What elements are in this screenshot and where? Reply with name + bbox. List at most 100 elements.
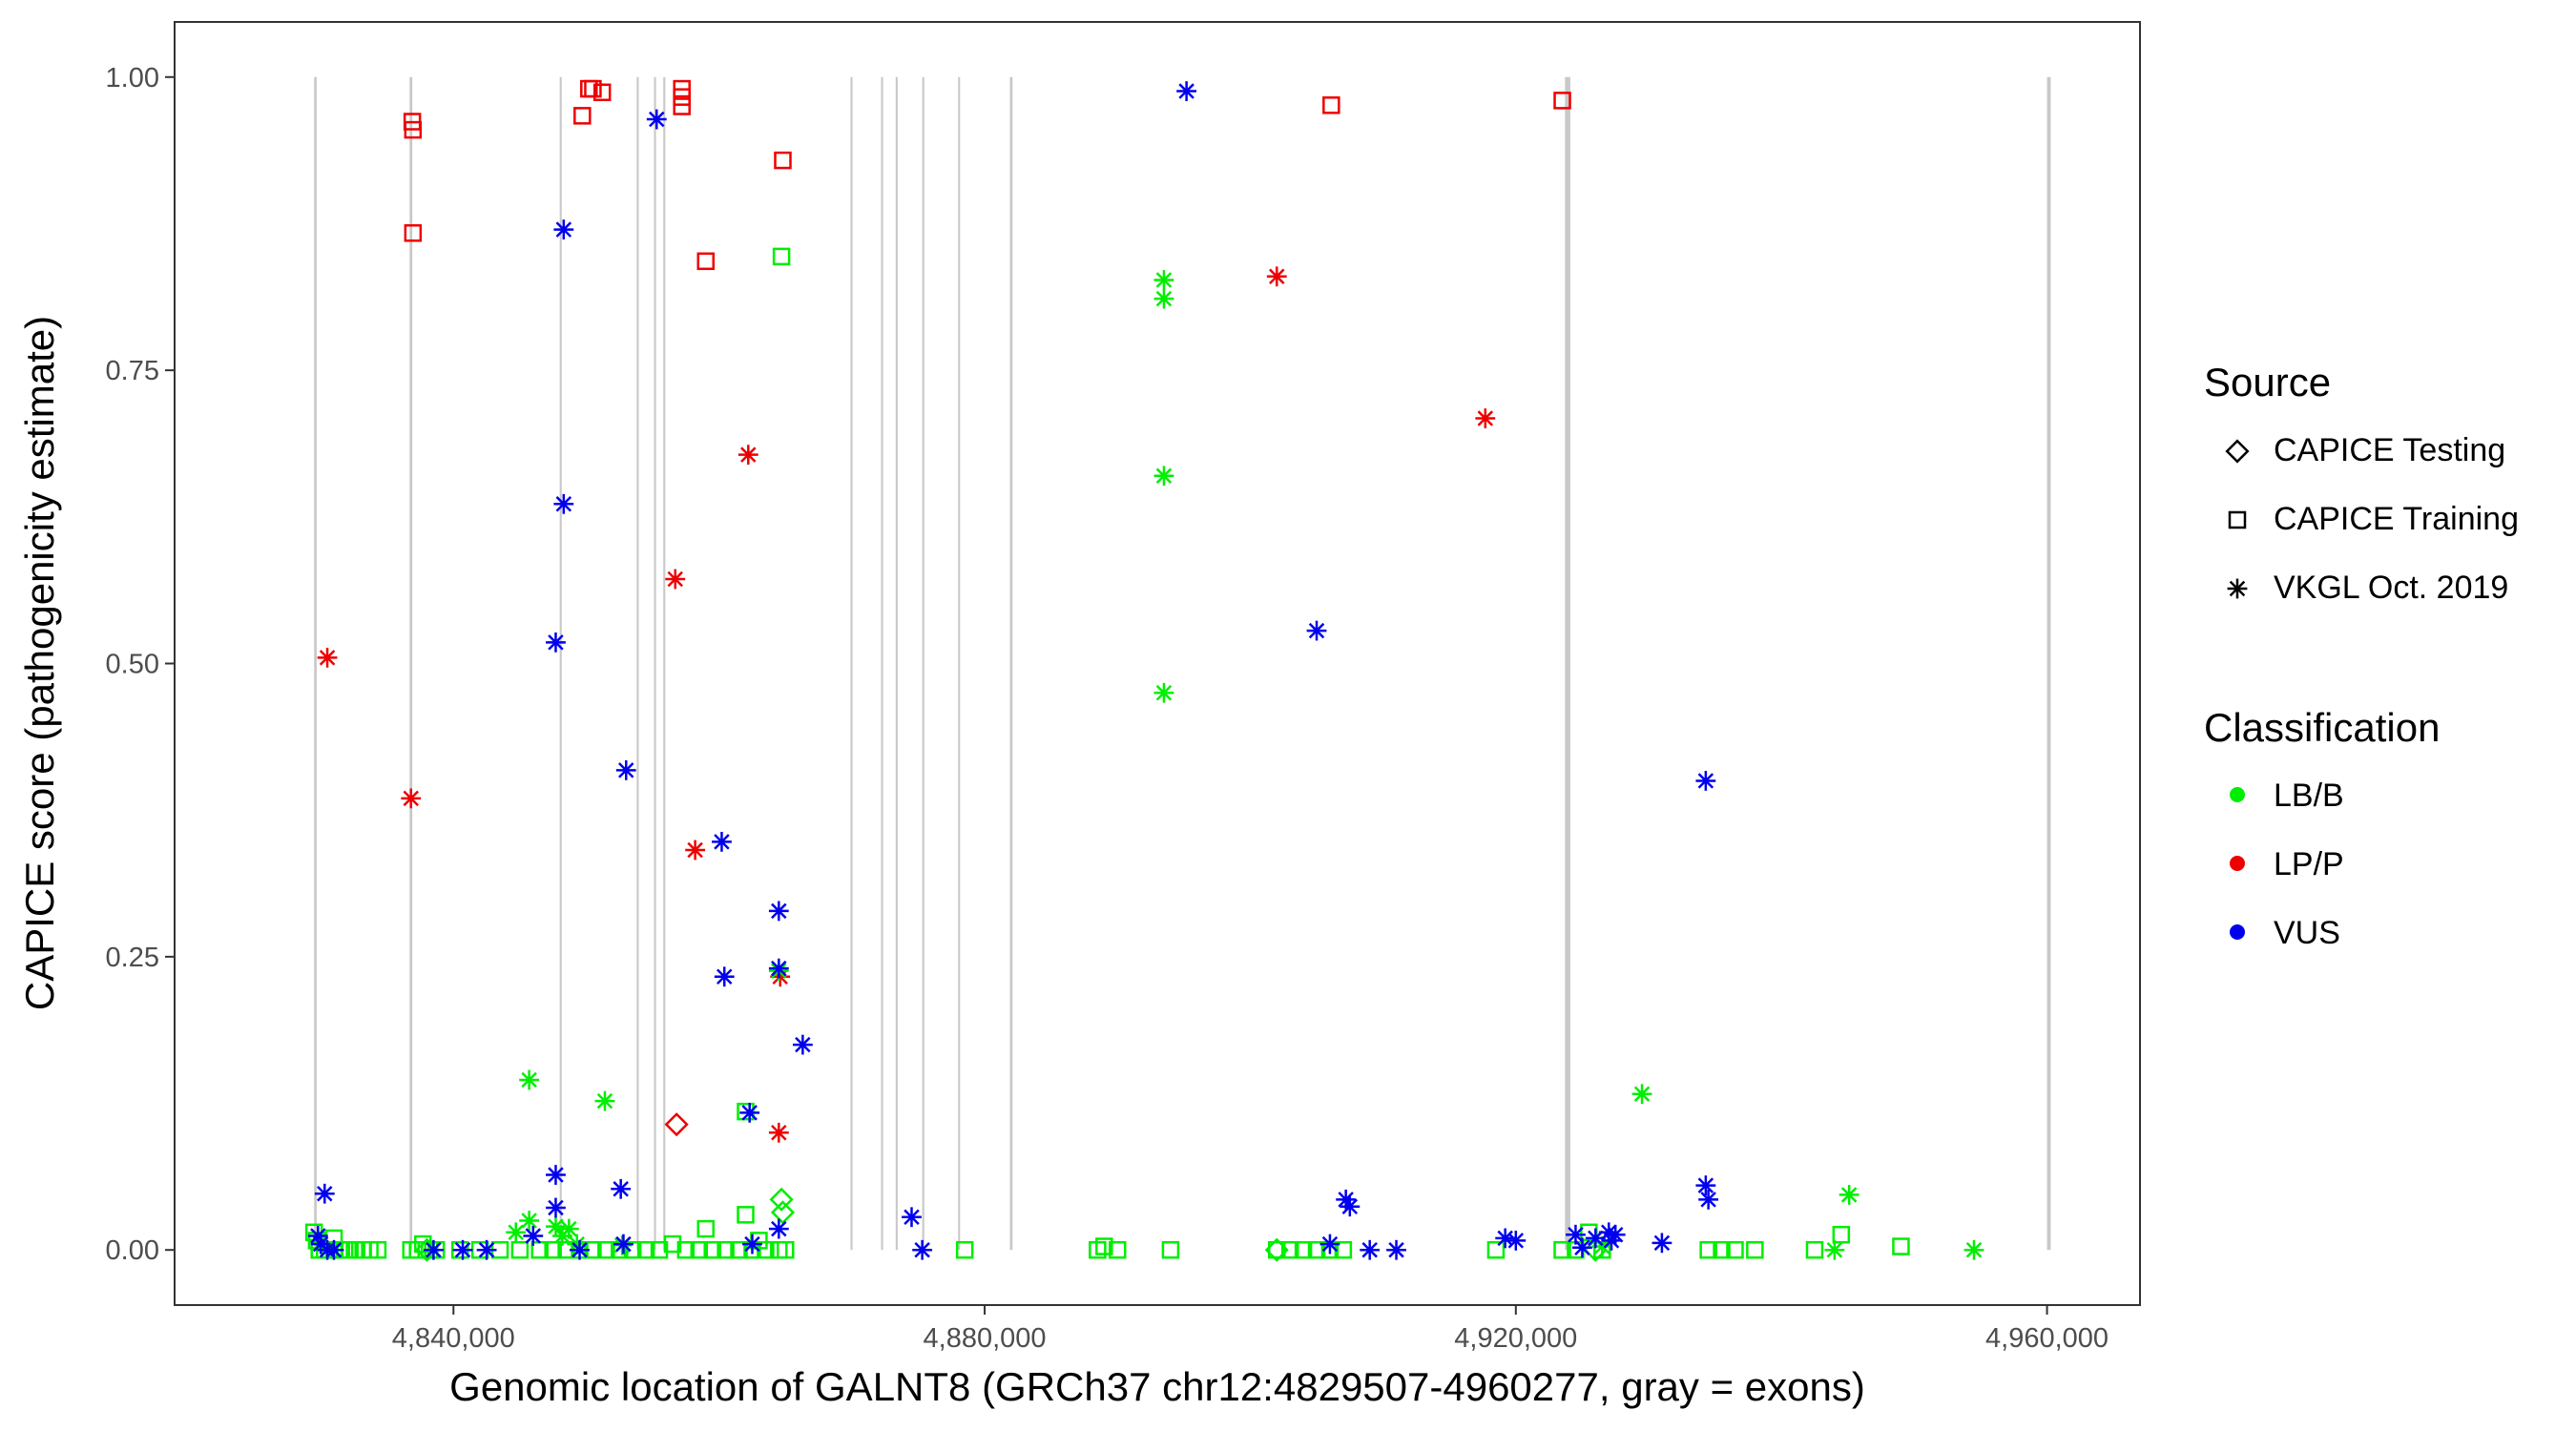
capice-training-lb-b-point [690, 1240, 709, 1259]
vkgl-oct-2019-vus-point [646, 109, 667, 130]
capice-training-lb-b-point [1553, 1240, 1571, 1259]
vkgl-oct-2019-vus-point [912, 1239, 933, 1260]
vkgl-oct-2019-lp-p-point [665, 569, 686, 590]
capice-training-lb-b-point [544, 1240, 562, 1259]
legend-dot-icon-lbb [2230, 787, 2245, 802]
capice-training-lb-b-point [1746, 1240, 1764, 1259]
capice-training-lb-b-point [1699, 1240, 1717, 1259]
vkgl-oct-2019-vus-point [1176, 81, 1197, 101]
vkgl-oct-2019-lp-p-point [317, 647, 338, 668]
capice-training-lp-p-point [404, 120, 423, 139]
vkgl-oct-2019-vus-point [1340, 1196, 1361, 1217]
vkgl-oct-2019-vus-point [739, 1102, 760, 1123]
capice-training-lp-p-point [1553, 92, 1571, 110]
capice-training-lb-b-point [623, 1240, 642, 1259]
capice-training-lb-b-point [703, 1240, 721, 1259]
vkgl-oct-2019-vus-point [1386, 1239, 1406, 1260]
exon-line [958, 76, 961, 1251]
exon-line [2046, 76, 2051, 1251]
exon-line [663, 76, 666, 1251]
legend-item-lpp: LP/P [2230, 846, 2344, 882]
vkgl-oct-2019-lb-b-point [1153, 466, 1174, 487]
exon-line [409, 76, 413, 1251]
capice-training-lb-b-point [717, 1240, 735, 1259]
legend-label-vkgl: VKGL Oct. 2019 [2274, 570, 2508, 606]
legend-item-vus: VUS [2230, 915, 2340, 951]
legend: Source CAPICE Testing CAPICE Training VK… [2204, 360, 2519, 951]
vkgl-oct-2019-vus-point [553, 219, 574, 240]
vkgl-oct-2019-vus-point [768, 901, 789, 922]
vkgl-oct-2019-vus-point [1605, 1224, 1626, 1245]
vkgl-oct-2019-vus-point [611, 1178, 632, 1199]
vkgl-oct-2019-vus-point [1695, 771, 1716, 791]
vkgl-oct-2019-lb-b-point [1153, 682, 1174, 703]
capice-training-lb-b-point [737, 1206, 755, 1224]
capice-training-lp-p-point [673, 97, 691, 115]
vkgl-oct-2019-vus-point [424, 1239, 444, 1260]
capice-training-lb-b-point [676, 1240, 696, 1259]
y-axis: 0.00 0.25 0.50 0.75 1.00 [106, 63, 175, 1266]
vkgl-oct-2019-vus-point [768, 1218, 789, 1239]
plot-background [175, 22, 2140, 1305]
vkgl-oct-2019-lb-b-point [1824, 1239, 1845, 1260]
capice-training-lp-p-point [1322, 96, 1340, 114]
exon-line [636, 76, 639, 1251]
y-axis-title: CAPICE score (pathogenicity estimate) [17, 316, 62, 1010]
exon-line [895, 76, 898, 1251]
legend-item-capice-training: CAPICE Training [2228, 501, 2519, 537]
vkgl-oct-2019-lb-b-point [519, 1069, 540, 1090]
capice-training-lb-b-point [777, 1240, 795, 1259]
legend-dot-icon-lpp [2230, 856, 2245, 871]
vkgl-oct-2019-vus-point [546, 632, 566, 653]
y-tick-label: 0.50 [106, 650, 159, 680]
vkgl-oct-2019-vus-point [1695, 1175, 1716, 1195]
x-axis: 4,840,000 4,880,000 4,920,000 4,960,000 [392, 1305, 2109, 1354]
diamond-icon [2225, 439, 2250, 464]
capice-training-lp-p-point [673, 88, 691, 106]
capice-testing-lb-b-point [1264, 1237, 1289, 1262]
vkgl-oct-2019-lp-p-point [1475, 408, 1496, 428]
legend-diamond-icon [2225, 439, 2250, 464]
data-points [304, 79, 1984, 1262]
capice-training-lb-b-point [1726, 1240, 1744, 1259]
capice-training-lb-b-point [1108, 1240, 1127, 1259]
legend-label-lpp: LP/P [2274, 846, 2344, 882]
capice-training-lb-b-point [772, 247, 791, 266]
x-tick-label: 4,920,000 [1454, 1323, 1577, 1354]
capice-training-lb-b-point [1095, 1237, 1113, 1255]
capice-training-lp-p-point [584, 79, 602, 98]
legend-label-capice-training: CAPICE Training [2274, 501, 2519, 537]
legend-source-title: Source [2204, 360, 2331, 404]
x-axis-title: Genomic location of GALNT8 (GRCh37 chr12… [449, 1364, 1865, 1409]
vkgl-oct-2019-lb-b-point [506, 1222, 527, 1243]
capice-training-lb-b-point [1294, 1240, 1313, 1259]
exon-line [314, 76, 317, 1251]
vkgl-oct-2019-vus-point [1306, 620, 1327, 641]
vkgl-oct-2019-lp-p-point [401, 788, 422, 809]
vkgl-oct-2019-vus-point [714, 966, 735, 987]
legend-dot-icon-vus [2230, 924, 2245, 940]
capice-training-lb-b-point [368, 1240, 387, 1259]
capice-training-lb-b-point [696, 1219, 716, 1238]
y-tick-label: 1.00 [106, 63, 159, 93]
capice-training-lp-p-point [696, 252, 716, 271]
vkgl-oct-2019-vus-point [1698, 1189, 1719, 1210]
x-tick-label: 4,960,000 [1985, 1323, 2109, 1354]
vkgl-oct-2019-vus-point [1360, 1239, 1381, 1260]
capice-training-lp-p-point [573, 107, 592, 125]
vkgl-oct-2019-vus-point [1652, 1233, 1672, 1254]
capice-training-lb-b-point [955, 1240, 974, 1259]
capice-training-lb-b-point [650, 1240, 669, 1259]
vkgl-oct-2019-vus-point [792, 1034, 813, 1055]
vkgl-oct-2019-vus-point [1572, 1237, 1592, 1258]
capice-testing-lp-p-point [664, 1112, 689, 1137]
y-tick-label: 0.00 [106, 1235, 159, 1266]
vkgl-oct-2019-vus-point [546, 1165, 566, 1185]
legend-item-lbb: LB/B [2230, 778, 2344, 814]
vkgl-oct-2019-vus-point [712, 831, 732, 852]
vkgl-oct-2019-vus-point [742, 1234, 762, 1255]
capice-training-lb-b-point [1280, 1240, 1299, 1259]
capice-training-lb-b-point [636, 1240, 655, 1259]
y-tick-label: 0.25 [106, 943, 159, 973]
exon-line [881, 76, 883, 1251]
